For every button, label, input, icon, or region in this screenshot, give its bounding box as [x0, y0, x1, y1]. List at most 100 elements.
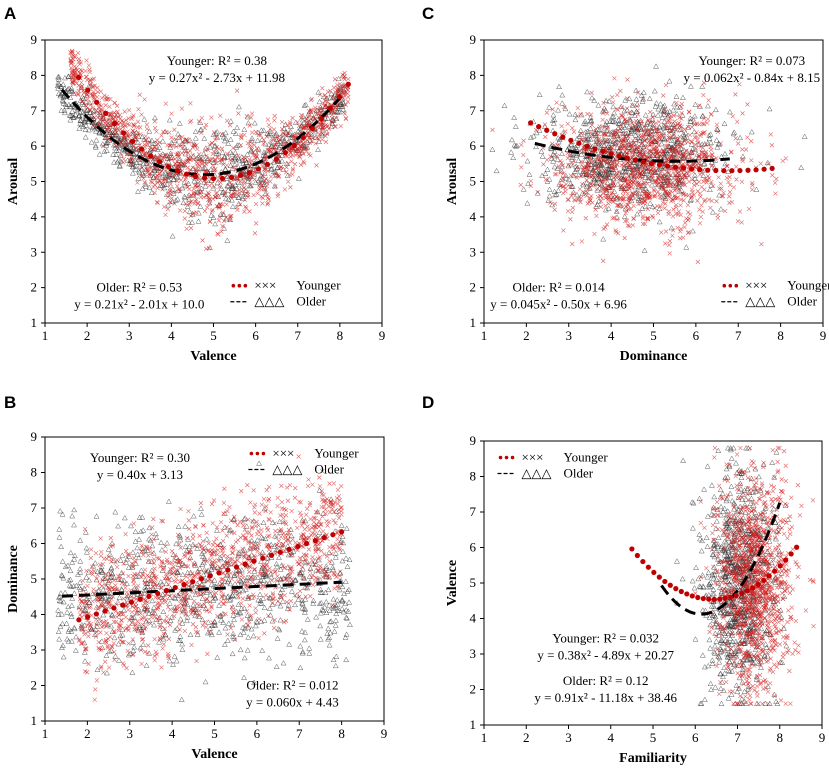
younger-point — [692, 179, 697, 184]
older-point — [267, 128, 274, 134]
younger-point — [558, 170, 563, 175]
older-point — [269, 519, 276, 525]
older-point — [597, 169, 604, 175]
older-point — [229, 650, 236, 657]
younger-point — [622, 178, 628, 183]
younger-point — [647, 109, 653, 115]
younger-point — [706, 153, 712, 159]
older-point — [639, 205, 646, 211]
younger-point — [188, 225, 194, 231]
younger-equation-annotation: y = 0.062x² - 0.84x + 8.15 — [683, 70, 820, 85]
younger-point — [623, 119, 628, 124]
younger-point — [652, 194, 657, 199]
younger-point — [678, 128, 684, 133]
younger-point — [144, 122, 150, 127]
younger-point — [340, 90, 345, 95]
older-point — [262, 535, 269, 542]
younger-point — [629, 148, 635, 154]
younger-point — [719, 186, 724, 191]
younger-point — [300, 141, 305, 146]
younger-point — [88, 81, 94, 87]
younger-point — [144, 167, 149, 172]
older-point — [610, 103, 617, 110]
younger-point — [604, 222, 610, 227]
older-point — [260, 519, 267, 525]
younger-point — [649, 141, 654, 146]
younger-point — [103, 135, 109, 141]
older-point — [644, 119, 651, 125]
younger-point — [232, 190, 237, 195]
younger-point — [635, 112, 641, 117]
older-point — [167, 150, 174, 156]
younger-point — [733, 136, 738, 141]
younger-point — [139, 173, 144, 179]
younger-point — [600, 117, 605, 122]
older-point — [192, 135, 199, 141]
younger-point — [773, 191, 778, 196]
younger-point — [535, 189, 540, 195]
younger-point — [666, 113, 671, 118]
older-point — [546, 193, 553, 199]
younger-point — [626, 165, 631, 170]
older-point — [116, 162, 123, 168]
younger-point — [215, 552, 220, 557]
older-point — [145, 558, 152, 564]
younger-point — [593, 126, 599, 132]
older-point — [640, 96, 647, 102]
younger-point — [215, 232, 221, 237]
older-point — [229, 592, 236, 598]
younger-point — [326, 575, 332, 581]
older-point — [151, 114, 158, 121]
older-point — [601, 173, 608, 179]
younger-point — [641, 180, 647, 185]
older-point — [694, 151, 701, 157]
younger-point — [238, 142, 244, 148]
older-point — [141, 116, 148, 122]
younger-point — [650, 165, 655, 171]
younger-point — [603, 195, 608, 201]
younger-point — [715, 129, 721, 135]
older-point — [137, 528, 144, 534]
older-point — [582, 120, 589, 127]
older-point — [591, 97, 598, 103]
older-point — [323, 598, 330, 605]
younger-point — [87, 69, 92, 75]
younger-point — [304, 145, 309, 150]
older-point — [115, 523, 122, 529]
younger-point — [151, 146, 156, 152]
younger-point — [115, 109, 120, 114]
younger-point — [571, 158, 577, 164]
younger-point — [76, 56, 82, 62]
older-point — [187, 569, 194, 575]
older-point — [218, 617, 225, 623]
older-point — [241, 674, 247, 680]
older-point — [343, 656, 350, 663]
younger-fit-dot — [713, 167, 719, 174]
younger-point — [651, 187, 657, 192]
younger-fit-dot — [94, 99, 100, 105]
older-point — [326, 602, 333, 608]
older-point — [628, 126, 635, 133]
older-point — [184, 203, 191, 209]
younger-fit-dot — [112, 120, 118, 127]
younger-point — [98, 89, 103, 94]
younger-point — [284, 133, 289, 139]
younger-point — [676, 169, 682, 175]
older-point — [98, 563, 105, 570]
older-point — [302, 101, 309, 108]
younger-point — [259, 194, 264, 199]
older-point — [622, 97, 629, 103]
younger-point — [110, 117, 115, 122]
older-equation-annotation: y = 0.21x² - 2.01x + 10.0 — [74, 297, 204, 312]
older-point — [217, 211, 224, 217]
younger-point — [620, 146, 625, 152]
younger-point — [264, 134, 270, 139]
younger-point — [114, 130, 119, 135]
older-point — [603, 127, 610, 133]
younger-point — [574, 175, 580, 180]
older-point — [333, 653, 340, 659]
older-point — [227, 216, 234, 223]
younger-point — [202, 208, 208, 214]
younger-point — [169, 152, 174, 157]
younger-point — [213, 166, 218, 172]
